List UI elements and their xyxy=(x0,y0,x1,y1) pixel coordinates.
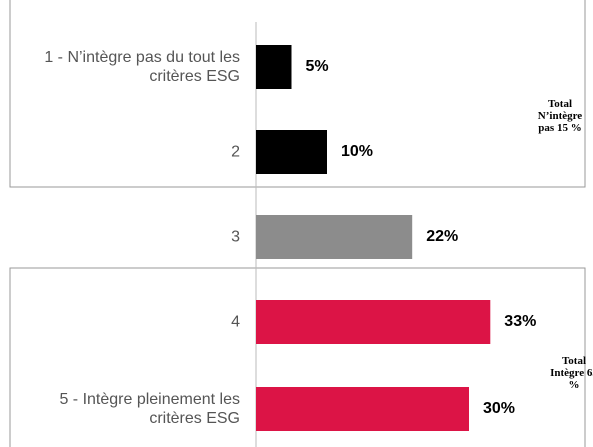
value-label: 10% xyxy=(341,143,374,160)
category-label: 3 xyxy=(231,228,240,246)
bar xyxy=(256,45,292,89)
value-label: 5% xyxy=(305,58,329,75)
group-box xyxy=(9,267,586,447)
annotation: Total Intègre 63 % xyxy=(550,355,593,391)
category-label: 5 - Intègre pleinement les critères ESG xyxy=(59,391,240,427)
category-label: 4 xyxy=(231,313,240,331)
bar xyxy=(256,300,491,344)
bar xyxy=(256,387,469,431)
group-box xyxy=(9,0,586,188)
bar xyxy=(256,215,413,259)
bar xyxy=(256,130,327,174)
value-label: 22% xyxy=(426,228,459,245)
value-label: 33% xyxy=(504,313,537,330)
annotation: Total N’intègre pas 15 % xyxy=(537,98,583,134)
category-label: 2 xyxy=(231,143,240,161)
value-label: 30% xyxy=(483,400,516,417)
category-label: 1 - N’intègre pas du tout les critères E… xyxy=(44,49,240,85)
